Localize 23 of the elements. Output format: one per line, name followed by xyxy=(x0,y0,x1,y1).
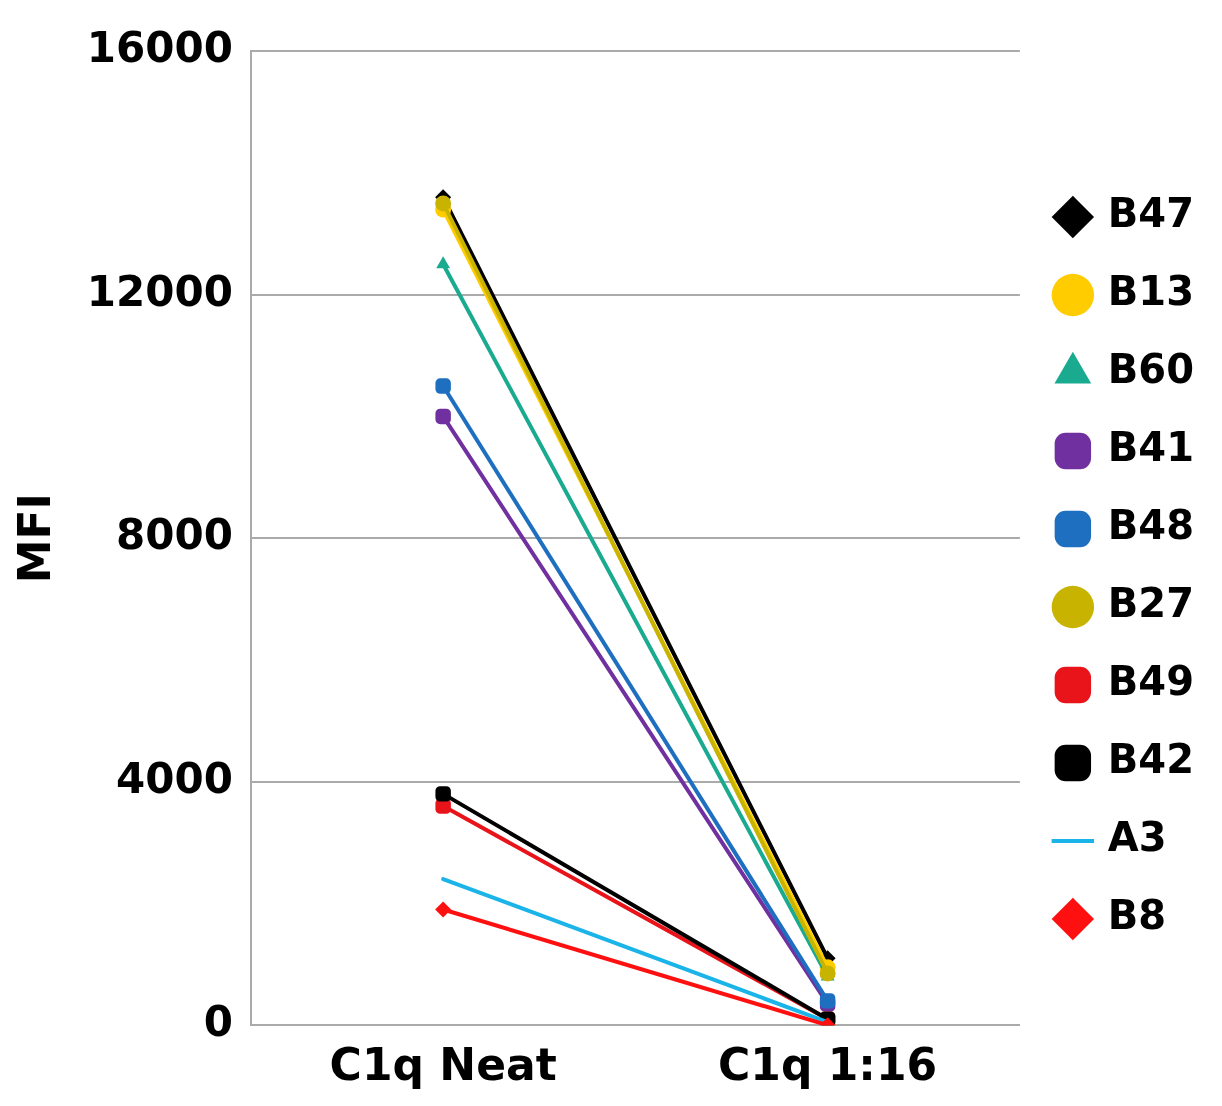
legend-label: B48 xyxy=(1107,502,1194,549)
y-tick-label: 8000 xyxy=(116,510,233,560)
y-tick-label: 0 xyxy=(203,997,233,1047)
y-tick-label: 16000 xyxy=(86,23,233,73)
point xyxy=(435,408,451,425)
point xyxy=(435,378,451,394)
legend-label: B41 xyxy=(1107,424,1194,471)
legend-label: B27 xyxy=(1107,580,1194,627)
x-tick-label: C1q 1:16 xyxy=(718,1039,938,1091)
y-tick-label: 4000 xyxy=(116,753,233,803)
legend-label: B49 xyxy=(1107,658,1194,705)
legend-label: A3 xyxy=(1107,814,1167,861)
legend-label: B42 xyxy=(1107,736,1194,783)
x-tick-label: C1q Neat xyxy=(329,1039,557,1091)
legend-label: B13 xyxy=(1107,268,1194,315)
legend-label: B8 xyxy=(1107,892,1167,939)
point xyxy=(435,195,452,212)
legend-label: B47 xyxy=(1107,190,1194,237)
point xyxy=(435,901,452,918)
y-axis-title: MFI xyxy=(8,493,60,584)
legend-label: B60 xyxy=(1107,346,1194,393)
point xyxy=(435,786,451,802)
y-tick-label: 12000 xyxy=(86,266,233,316)
